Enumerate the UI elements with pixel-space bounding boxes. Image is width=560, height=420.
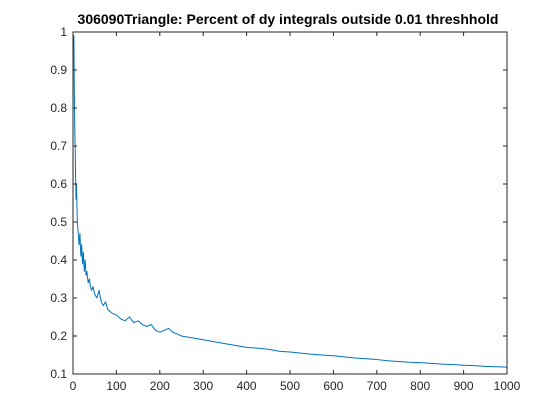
axes-layer: 0 100 200 300 400 500 600 700 800 900 1000 0.1 0.2 0.… [50,25,520,393]
y-tick-label: 0.3 [50,291,67,305]
x-tick-label: 700 [367,379,387,393]
x-tick-label: 600 [323,379,343,393]
y-tick-label: 0.8 [50,101,67,115]
series-line [72,35,508,368]
y-tick-label: 0.6 [50,177,67,191]
y-tick-label: 0.5 [50,215,67,229]
x-tick-label: 800 [410,379,430,393]
x-tick-label: 100 [106,379,126,393]
chart-title: 306090Triangle: Percent of dy integrals … [78,11,499,27]
x-tick-label: 400 [237,379,257,393]
x-tick-label: 500 [280,379,300,393]
x-tick-label: 1000 [494,379,521,393]
y-tick-label: 0.4 [50,253,67,267]
y-tick-label: 0.1 [50,367,67,381]
x-tick-label: 900 [454,379,474,393]
x-tick-label: 0 [70,379,77,393]
x-tick-label: 300 [193,379,213,393]
y-tick-label: 1 [60,25,67,39]
y-tick-label: 0.9 [50,63,67,77]
y-tick-label: 0.7 [50,139,67,153]
y-tick-label: 0.2 [50,329,67,343]
series-layer [72,35,508,368]
plot-box [72,31,508,375]
x-tick-label: 200 [150,379,170,393]
